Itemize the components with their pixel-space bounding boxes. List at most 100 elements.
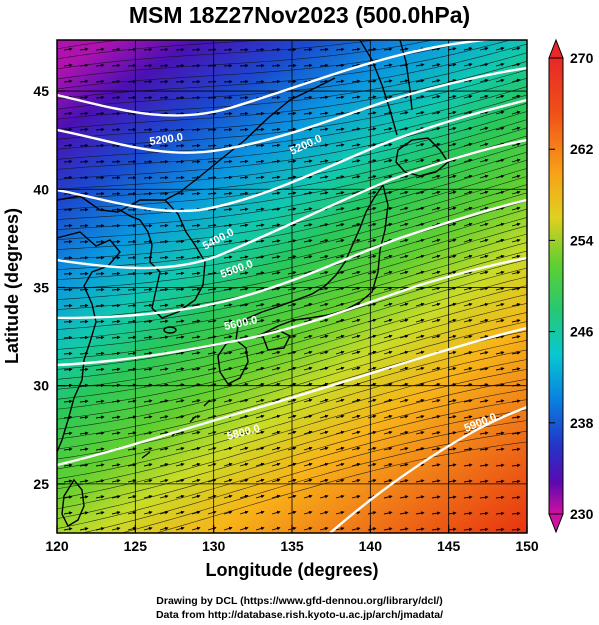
wind-arrow — [383, 527, 393, 531]
wind-arrow — [463, 174, 473, 179]
wind-arrow — [63, 527, 73, 531]
wind-arrow — [127, 111, 137, 116]
contour-line — [57, 40, 495, 117]
wind-arrow — [175, 303, 185, 308]
wind-arrow — [255, 414, 265, 419]
wind-arrow — [431, 142, 441, 147]
wind-arrow — [463, 238, 473, 243]
wind-arrow — [335, 79, 345, 84]
streamline — [57, 143, 527, 230]
wind-arrow — [399, 350, 409, 355]
wind-arrow — [255, 303, 265, 307]
wind-arrow — [431, 270, 441, 275]
streamline — [57, 127, 527, 210]
wind-arrow — [335, 111, 345, 116]
wind-arrow — [143, 463, 153, 467]
wind-arrow — [415, 127, 425, 131]
wind-arrow — [463, 463, 473, 467]
wind-arrow — [511, 447, 521, 452]
wind-streamlines — [57, 40, 527, 533]
wind-arrow — [271, 127, 281, 132]
wind-arrow — [271, 510, 281, 515]
wind-arrow — [511, 351, 521, 355]
wind-arrow — [223, 351, 233, 355]
wind-arrow — [367, 127, 377, 131]
wind-arrow — [495, 110, 505, 115]
wind-arrow — [319, 478, 329, 483]
wind-arrow — [223, 510, 233, 515]
wind-arrow — [63, 143, 73, 148]
streamline — [57, 40, 270, 60]
wind-arrow — [351, 446, 361, 451]
wind-arrow — [431, 222, 441, 227]
wind-arrow — [383, 350, 393, 355]
wind-arrow — [127, 223, 137, 228]
wind-arrow — [447, 431, 457, 435]
wind-arrow — [79, 175, 89, 180]
wind-arrow — [79, 127, 89, 132]
wind-arrow — [127, 351, 137, 356]
wind-arrow — [495, 238, 505, 243]
wind-arrow — [159, 191, 169, 196]
wind-arrow — [463, 495, 473, 500]
wind-arrow — [335, 127, 345, 131]
wind-arrow — [319, 350, 329, 355]
wind-arrow — [415, 206, 425, 211]
wind-arrow — [127, 63, 137, 68]
wind-arrow — [191, 191, 201, 196]
wind-arrow — [367, 334, 377, 339]
wind-arrow — [239, 478, 249, 483]
wind-arrow — [95, 399, 105, 404]
wind-arrow — [239, 271, 249, 275]
height-contours — [57, 40, 527, 533]
wind-arrow — [223, 271, 233, 275]
wind-arrow — [223, 446, 233, 451]
wind-arrow — [463, 399, 473, 403]
wind-arrow — [335, 254, 345, 259]
wind-arrow — [319, 79, 329, 84]
streamline — [57, 233, 527, 340]
wind-arrow — [79, 431, 89, 436]
wind-arrow — [335, 302, 345, 307]
wind-arrow — [335, 494, 345, 499]
wind-arrow — [111, 271, 121, 276]
wind-arrow — [95, 495, 105, 499]
wind-arrow — [303, 159, 313, 163]
wind-arrow — [319, 95, 329, 100]
wind-arrow — [351, 527, 361, 531]
wind-arrow — [415, 495, 425, 499]
wind-arrow — [495, 511, 505, 516]
wind-arrow — [335, 350, 345, 355]
wind-arrow — [367, 462, 377, 467]
wind-arrow — [351, 63, 361, 68]
streamline — [57, 102, 527, 180]
wind-arrow — [479, 94, 489, 99]
wind-arrow — [415, 286, 425, 291]
wind-arrow — [239, 446, 249, 451]
wind-arrow — [223, 255, 233, 260]
wind-arrow — [191, 462, 201, 467]
wind-arrow — [255, 398, 265, 403]
wind-arrow — [447, 479, 457, 483]
wind-arrow — [239, 398, 249, 403]
wind-arrow — [431, 63, 441, 67]
wind-arrow — [319, 446, 329, 451]
wind-arrow — [271, 159, 281, 164]
wind-arrow — [223, 95, 233, 100]
wind-arrow — [159, 478, 169, 483]
wind-arrow — [175, 462, 185, 467]
contour-line — [57, 326, 527, 467]
wind-arrow — [207, 414, 217, 419]
wind-arrow — [63, 319, 73, 324]
wind-arrow — [175, 526, 185, 531]
wind-arrow — [463, 78, 473, 83]
wind-arrow — [239, 462, 249, 467]
wind-arrow — [63, 223, 73, 228]
wind-arrow — [175, 79, 185, 84]
wind-arrow — [191, 63, 201, 68]
x-tick-label: 120 — [45, 538, 69, 554]
wind-arrow — [447, 350, 457, 355]
wind-arrow — [319, 47, 329, 52]
wind-arrow — [255, 494, 265, 499]
wind-arrow — [239, 335, 249, 339]
